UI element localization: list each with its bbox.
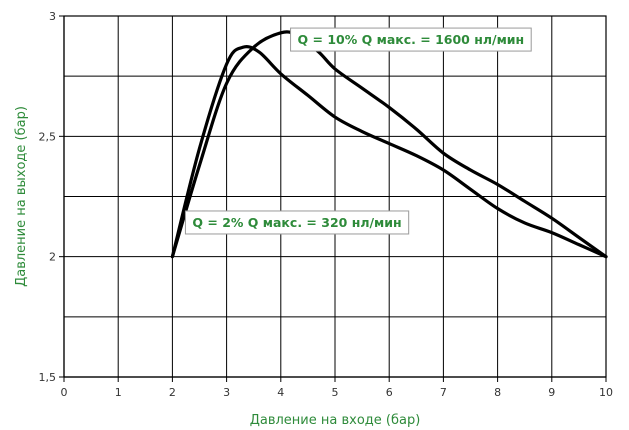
annotation-text: Q = 2% Q макс. = 320 нл/мин	[192, 215, 401, 230]
tick-labels: 0 1 2 3 4 5 6 7 8 9 10 1,5 2 2,5 3	[39, 10, 614, 399]
annotation-2: Q = 2% Q макс. = 320 нл/мин	[184, 210, 410, 235]
x-axis-title: Давление на входе (бар)	[250, 413, 421, 428]
series	[170, 30, 608, 259]
annotation-text: Q = 10% Q макс. = 1600 нл/мин	[298, 32, 525, 47]
y-tick-label: 2,5	[39, 130, 57, 143]
x-tick-label: 10	[599, 386, 613, 399]
y-axis-title: Давление на выходе (бар)	[14, 106, 29, 287]
x-tick-label: 2	[169, 386, 176, 399]
x-tick-label: 4	[277, 386, 284, 399]
y-tick-label: 1,5	[39, 371, 57, 384]
series-line-2	[170, 30, 608, 259]
x-tick-label: 6	[386, 386, 393, 399]
y-tick-label: 2	[49, 251, 56, 264]
x-tick-label: 9	[548, 386, 555, 399]
annotation-box	[290, 27, 532, 52]
annotation-1: Q = 10% Q макс. = 1600 нл/мин	[290, 27, 532, 52]
series-line-1	[170, 44, 608, 259]
y-tick-label: 3	[49, 10, 56, 23]
x-tick-label: 5	[332, 386, 339, 399]
annotation-box	[184, 210, 410, 235]
x-tick-label: 1	[115, 386, 122, 399]
x-tick-label: 8	[494, 386, 501, 399]
annotations: Q = 10% Q макс. = 1600 нл/мин Q = 2% Q ма…	[184, 27, 532, 235]
x-tick-label: 3	[223, 386, 230, 399]
x-tick-label: 0	[61, 386, 68, 399]
x-tick-label: 7	[440, 386, 447, 399]
